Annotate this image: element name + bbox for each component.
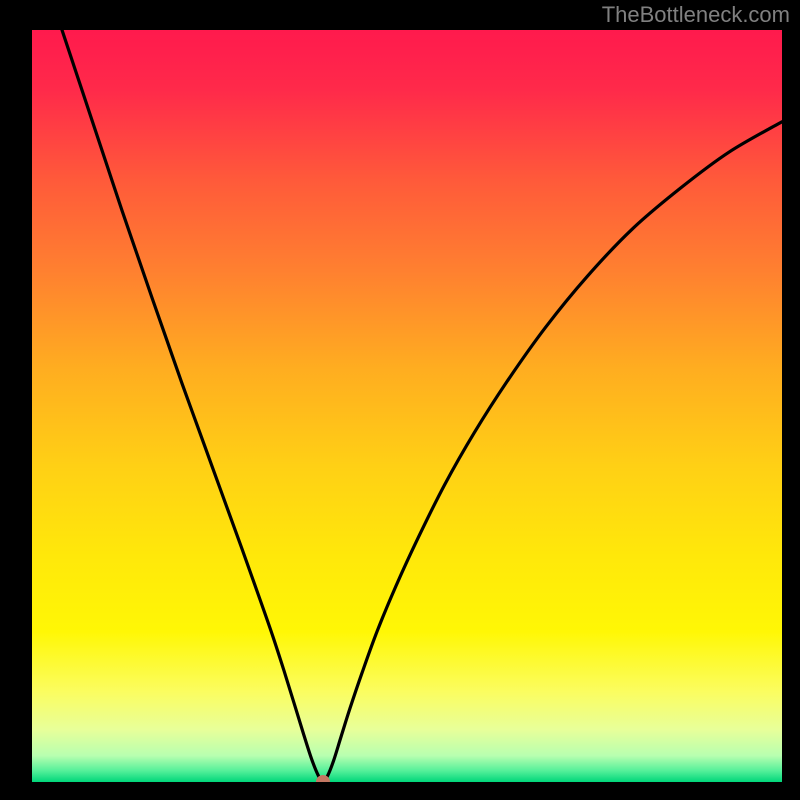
- watermark: TheBottleneck.com: [602, 2, 790, 28]
- chart-svg: [32, 30, 782, 782]
- plot-area: [32, 30, 782, 782]
- bottleneck-curve: [62, 30, 782, 782]
